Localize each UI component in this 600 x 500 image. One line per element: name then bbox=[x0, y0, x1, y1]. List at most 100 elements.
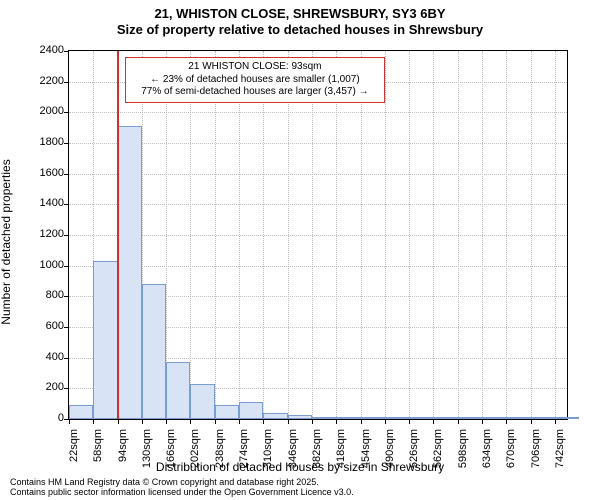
x-tick-mark bbox=[215, 419, 216, 424]
histogram-bar bbox=[215, 405, 239, 419]
x-tick-mark bbox=[506, 419, 507, 424]
y-tick-mark bbox=[64, 235, 69, 236]
histogram-bar bbox=[336, 417, 360, 419]
y-tick-mark bbox=[64, 174, 69, 175]
histogram-bar bbox=[385, 417, 409, 419]
y-tick-mark bbox=[64, 358, 69, 359]
y-tick-label: 400 bbox=[4, 351, 64, 363]
x-tick-label: 706sqm bbox=[530, 429, 542, 468]
histogram-bar bbox=[433, 417, 457, 419]
x-tick-mark bbox=[531, 419, 532, 424]
histogram-bar bbox=[506, 417, 530, 419]
y-tick-label: 1200 bbox=[4, 228, 64, 240]
y-tick-label: 2200 bbox=[4, 75, 64, 87]
marker-line bbox=[117, 51, 119, 419]
x-tick-label: 598sqm bbox=[457, 429, 469, 468]
x-tick-label: 742sqm bbox=[554, 429, 566, 468]
gridline-h bbox=[69, 112, 567, 113]
y-tick-label: 800 bbox=[4, 289, 64, 301]
annotation-line: 77% of semi-detached houses are larger (… bbox=[131, 86, 379, 99]
chart-title-line1: 21, WHISTON CLOSE, SHREWSBURY, SY3 6BY bbox=[0, 6, 600, 21]
y-tick-mark bbox=[64, 112, 69, 113]
gridline-h bbox=[69, 143, 567, 144]
gridline-v bbox=[385, 51, 386, 419]
histogram-bar bbox=[263, 413, 287, 419]
gridline-h bbox=[69, 235, 567, 236]
gridline-v bbox=[409, 51, 410, 419]
y-tick-label: 1800 bbox=[4, 136, 64, 148]
gridline-v bbox=[482, 51, 483, 419]
x-tick-label: 490sqm bbox=[384, 429, 396, 468]
footer-line2: Contains public sector information licen… bbox=[10, 488, 354, 498]
x-tick-mark bbox=[361, 419, 362, 424]
y-tick-mark bbox=[64, 327, 69, 328]
y-tick-label: 1000 bbox=[4, 259, 64, 271]
gridline-h bbox=[69, 204, 567, 205]
y-tick-mark bbox=[64, 51, 69, 52]
histogram-bar bbox=[361, 417, 385, 419]
x-tick-label: 58sqm bbox=[92, 429, 104, 462]
x-tick-label: 526sqm bbox=[408, 429, 420, 468]
x-tick-mark bbox=[336, 419, 337, 424]
y-tick-label: 0 bbox=[4, 412, 64, 424]
x-tick-label: 22sqm bbox=[68, 429, 80, 462]
gridline-v bbox=[361, 51, 362, 419]
property-size-histogram: 21, WHISTON CLOSE, SHREWSBURY, SY3 6BY S… bbox=[0, 0, 600, 500]
gridline-h bbox=[69, 266, 567, 267]
histogram-bar bbox=[118, 126, 142, 419]
gridline-v bbox=[555, 51, 556, 419]
histogram-bar bbox=[482, 417, 506, 419]
y-tick-mark bbox=[64, 82, 69, 83]
x-tick-mark bbox=[409, 419, 410, 424]
y-tick-label: 2000 bbox=[4, 105, 64, 117]
x-tick-mark bbox=[433, 419, 434, 424]
x-tick-label: 310sqm bbox=[262, 429, 274, 468]
x-tick-label: 274sqm bbox=[238, 429, 250, 468]
chart-title-line2: Size of property relative to detached ho… bbox=[0, 22, 600, 37]
annotation-line: ← 23% of detached houses are smaller (1,… bbox=[131, 74, 379, 87]
histogram-bar bbox=[288, 415, 312, 419]
y-tick-mark bbox=[64, 266, 69, 267]
x-tick-label: 202sqm bbox=[189, 429, 201, 468]
gridline-h bbox=[69, 174, 567, 175]
y-tick-mark bbox=[64, 388, 69, 389]
x-tick-mark bbox=[118, 419, 119, 424]
x-tick-label: 670sqm bbox=[505, 429, 517, 468]
x-tick-mark bbox=[93, 419, 94, 424]
x-tick-mark bbox=[458, 419, 459, 424]
histogram-bar bbox=[312, 417, 336, 419]
gridline-v bbox=[239, 51, 240, 419]
histogram-bar bbox=[166, 362, 190, 419]
y-tick-mark bbox=[64, 296, 69, 297]
x-tick-mark bbox=[482, 419, 483, 424]
plot-area: 21 WHISTON CLOSE: 93sqm← 23% of detached… bbox=[68, 50, 568, 420]
histogram-bar bbox=[190, 384, 214, 419]
x-tick-label: 166sqm bbox=[165, 429, 177, 468]
gridline-v bbox=[288, 51, 289, 419]
gridline-v bbox=[458, 51, 459, 419]
histogram-bar bbox=[142, 284, 166, 419]
gridline-v bbox=[433, 51, 434, 419]
y-tick-label: 600 bbox=[4, 320, 64, 332]
gridline-v bbox=[263, 51, 264, 419]
x-tick-mark bbox=[312, 419, 313, 424]
histogram-bar bbox=[458, 417, 482, 419]
x-tick-mark bbox=[555, 419, 556, 424]
y-tick-label: 2400 bbox=[4, 44, 64, 56]
x-tick-mark bbox=[190, 419, 191, 424]
gridline-v bbox=[190, 51, 191, 419]
gridline-v bbox=[215, 51, 216, 419]
gridline-v bbox=[531, 51, 532, 419]
histogram-bar bbox=[93, 261, 117, 419]
x-tick-mark bbox=[263, 419, 264, 424]
x-tick-label: 238sqm bbox=[214, 429, 226, 468]
x-tick-label: 418sqm bbox=[335, 429, 347, 468]
y-tick-mark bbox=[64, 143, 69, 144]
x-tick-mark bbox=[288, 419, 289, 424]
x-tick-label: 454sqm bbox=[360, 429, 372, 468]
y-tick-label: 1600 bbox=[4, 167, 64, 179]
x-tick-label: 346sqm bbox=[287, 429, 299, 468]
x-tick-mark bbox=[166, 419, 167, 424]
y-tick-label: 200 bbox=[4, 381, 64, 393]
x-tick-mark bbox=[69, 419, 70, 424]
